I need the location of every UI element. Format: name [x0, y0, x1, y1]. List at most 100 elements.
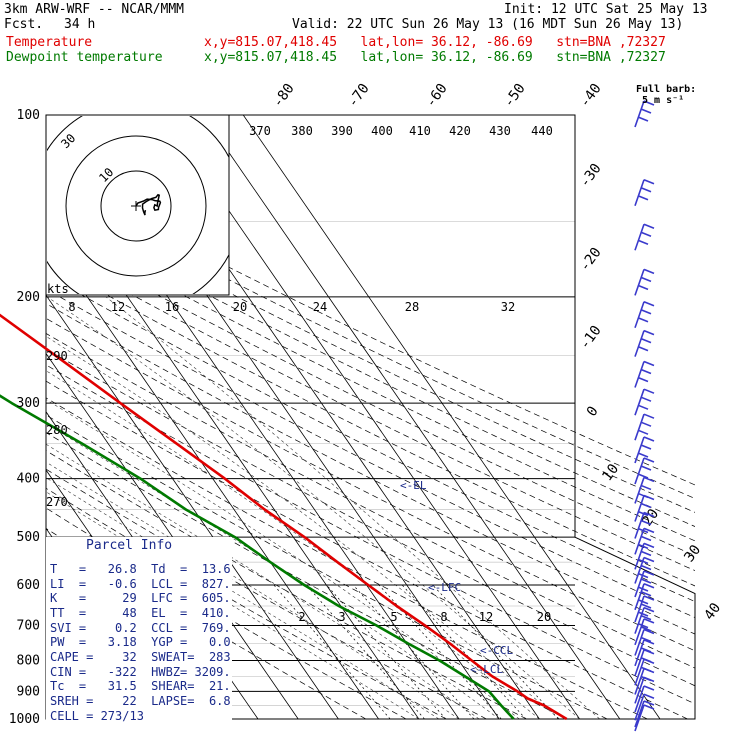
mixing-ratio-label: 12 — [479, 610, 493, 624]
wind-barb-flag — [643, 476, 655, 483]
moist-adiabat — [46, 461, 460, 719]
theta-label: 410 — [409, 124, 431, 138]
wind-barb-flag — [643, 606, 655, 613]
theta-label: 430 — [489, 124, 511, 138]
wind-barb-flag — [640, 186, 652, 193]
wind-barb-flag — [637, 194, 649, 201]
wind-barb-flag — [637, 452, 649, 458]
dry-adiabat-label: 290 — [46, 349, 68, 363]
wind-barb-flag — [643, 223, 655, 230]
barb-header: Full barb: — [636, 84, 696, 95]
moist-adiabat — [105, 296, 600, 719]
speed-tick-label: 28 — [405, 300, 419, 314]
valid-time: Valid: 22 UTC Sun 26 May 13 (16 MDT Sun … — [292, 17, 684, 32]
wind-barb-flag — [643, 511, 655, 518]
wind-barb-flag — [640, 550, 652, 557]
isotherm-label: 30 — [681, 542, 704, 565]
parcel-row: TT = 48 EL = 410. — [50, 606, 231, 620]
speed-tick-label: 24 — [313, 300, 327, 314]
pressure-tick-label: 500 — [17, 530, 40, 545]
level-marker: <-LFC — [428, 581, 461, 594]
wind-barb-flag — [640, 444, 652, 450]
forecast-hour: 34 h — [64, 17, 96, 32]
wind-barb-flag — [640, 614, 652, 621]
isotherm-label: 40 — [701, 600, 724, 623]
forecast-label: Fcst. — [4, 17, 44, 32]
dry-adiabat-label: 270 — [46, 495, 68, 509]
isotherm-label: 10 — [599, 461, 622, 484]
wind-barb-flag — [643, 360, 655, 367]
hodograph-ring — [65, 135, 207, 277]
moist-adiabat — [46, 399, 520, 719]
wind-barb-flag — [640, 535, 652, 542]
speed-tick-label: 8 — [68, 300, 75, 314]
mixing-ratio-label: 3 — [338, 610, 345, 624]
wind-barb-flag — [637, 611, 649, 617]
pressure-tick-label: 400 — [17, 472, 40, 487]
sounding-lines: <-EL <-LFC <-CCL <-LCL — [0, 313, 568, 721]
wind-barb — [634, 583, 645, 611]
wind-barb — [634, 269, 645, 296]
hodograph-rings — [47, 116, 229, 294]
wind-barb — [634, 668, 645, 695]
wind-barb-flag — [643, 676, 655, 683]
wind-barb-flag — [637, 473, 649, 479]
wind-barb-flag — [640, 626, 652, 632]
wind-barb-flag — [640, 465, 652, 471]
isotherm-label: -20 — [577, 245, 605, 275]
isotherm-label: -50 — [501, 81, 529, 111]
parcel-row: CIN = -322 HWBZ= 3209. — [50, 664, 231, 679]
wind-barb-flag — [643, 700, 655, 706]
dry-adiabat — [46, 260, 695, 587]
dry-adiabat — [46, 414, 608, 719]
wind-barb-flag — [640, 564, 652, 571]
wind-barb-flag — [643, 704, 655, 710]
mixing-ratio-label: 2 — [298, 610, 305, 624]
parcel-row: Tc = 31.5 SHEAR= 21. — [50, 679, 231, 694]
wind-barb-flag — [643, 542, 655, 549]
wind-barb-flag — [643, 268, 655, 275]
wind-barb-flag — [640, 484, 652, 491]
isotherm-label: -80 — [270, 81, 298, 111]
wind-barb — [634, 413, 645, 441]
mixing-ratio-line — [432, 584, 559, 719]
level-marker: <-LCL — [470, 663, 503, 676]
temperature-legend: Temperature — [6, 35, 93, 50]
moist-adiabat — [46, 491, 419, 719]
wind-barb — [634, 512, 645, 539]
parcel-info-panel: Parcel Info T = 26.8 Td = 13.6 LI = -0.6… — [46, 537, 232, 737]
wind-barb-flag — [643, 693, 655, 700]
wind-barb-flag — [640, 309, 652, 315]
wind-barb-flag — [640, 519, 652, 526]
parcel-row: PW = 3.18 YGP = 0.0 — [50, 635, 231, 650]
wind-barb-flag — [643, 658, 655, 665]
wind-barb-flag — [643, 527, 655, 534]
mixing-ratio-line — [352, 584, 475, 719]
wind-barb — [634, 704, 645, 732]
theta-label: 390 — [331, 124, 353, 138]
wind-barb-flag — [640, 276, 652, 283]
barb-units: 5 m s⁻¹ — [642, 95, 684, 106]
parcel-row: SVI = 0.2 CCL = 769. — [50, 620, 231, 635]
wind-barb — [634, 618, 645, 646]
speed-tick-label: 32 — [501, 300, 515, 314]
dry-adiabat — [46, 432, 568, 719]
mixing-ratio-label: 5 — [390, 610, 397, 624]
wind-barb — [634, 330, 645, 357]
wind-barb-flag — [637, 284, 649, 291]
wind-barb — [634, 639, 645, 667]
wind-barb — [634, 649, 645, 676]
wind-barb-flag — [640, 421, 652, 427]
parcel-row: CELL = 273/13 — [50, 708, 144, 723]
dry-adiabat — [46, 183, 695, 499]
wind-barb-flag — [643, 570, 655, 576]
parcel-row: CAPE = 32 SWEAT= 283 — [50, 650, 231, 664]
wind-barb — [634, 700, 645, 728]
parcel-info-title: Parcel Info — [86, 538, 173, 553]
temperature-location: x,y=815.07,418.45 lat,lon= 36.12, -86.69… — [204, 35, 666, 50]
wind-barb-flag — [640, 108, 652, 114]
header: 3km ARW-WRF -- NCAR/MMM Init: 12 UTC Sat… — [0, 0, 740, 66]
wind-barb-flag — [643, 301, 655, 307]
wind-barb — [634, 100, 645, 128]
